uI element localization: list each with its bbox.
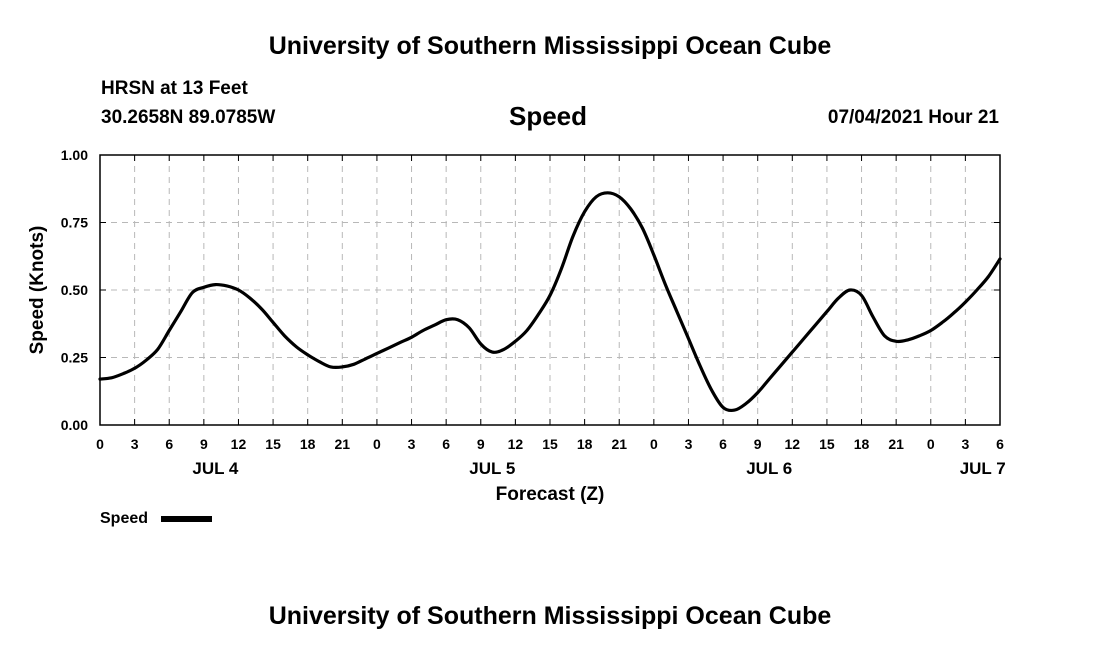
x-tick-label: 15 bbox=[819, 436, 835, 452]
x-tick-label: 0 bbox=[927, 436, 935, 452]
timestamp-label: 07/04/2021 Hour 21 bbox=[827, 107, 999, 128]
station-label: HRSN at 13 Feet bbox=[101, 78, 248, 99]
x-tick-label: 18 bbox=[300, 436, 316, 452]
y-tick-label: 0.25 bbox=[61, 350, 88, 366]
x-tick-label: 18 bbox=[577, 436, 593, 452]
y-tick-label: 0.50 bbox=[61, 282, 88, 298]
plot-frame bbox=[99, 154, 1001, 426]
x-tick-label: 6 bbox=[442, 436, 450, 452]
day-label: JUL 5 bbox=[469, 459, 515, 478]
x-tick-label: 6 bbox=[996, 436, 1004, 452]
x-tick-label: 12 bbox=[508, 436, 524, 452]
x-tick-label: 9 bbox=[200, 436, 208, 452]
x-tick-label: 3 bbox=[961, 436, 969, 452]
x-tick-label: 6 bbox=[719, 436, 727, 452]
x-tick-label: 21 bbox=[888, 436, 904, 452]
page-title: University of Southern Mississippi Ocean… bbox=[268, 32, 832, 60]
y-tick-label: 0.75 bbox=[61, 215, 88, 231]
day-label: JUL 7 bbox=[960, 459, 1006, 478]
x-tick-label: 21 bbox=[611, 436, 627, 452]
x-axis-label: Forecast (Z) bbox=[496, 484, 605, 505]
x-tick-label: 3 bbox=[685, 436, 693, 452]
y-tick-label: 1.00 bbox=[61, 147, 88, 163]
y-tick-label: 0.00 bbox=[61, 417, 88, 433]
x-tick-label: 0 bbox=[650, 436, 658, 452]
x-tick-label: 6 bbox=[165, 436, 173, 452]
y-axis-label: Speed (Knots) bbox=[27, 226, 48, 355]
x-tick-label: 21 bbox=[335, 436, 351, 452]
day-label: JUL 4 bbox=[192, 459, 239, 478]
x-tick-label: 18 bbox=[854, 436, 870, 452]
day-label: JUL 6 bbox=[746, 459, 792, 478]
plot-title: Speed bbox=[509, 101, 588, 131]
legend-swatch bbox=[161, 516, 212, 522]
legend-label: Speed bbox=[100, 510, 149, 527]
x-tick-label: 15 bbox=[542, 436, 558, 452]
x-tick-label: 15 bbox=[265, 436, 281, 452]
coordinates-label: 30.2658N 89.0785W bbox=[101, 107, 276, 128]
x-tick-label: 12 bbox=[785, 436, 801, 452]
speed-series-line bbox=[98, 191, 1002, 413]
x-tick-label: 0 bbox=[373, 436, 381, 452]
x-tick-label: 3 bbox=[131, 436, 139, 452]
x-tick-label: 12 bbox=[231, 436, 247, 452]
x-tick-label: 9 bbox=[477, 436, 485, 452]
x-tick-label: 3 bbox=[408, 436, 416, 452]
x-tick-label: 0 bbox=[96, 436, 104, 452]
axis-labels: 0 3 6 9 12 15 18 21 0 3 6 9 12 15 18 21 0 3 6 9 12 15 18 21 0 3 6 0… bbox=[61, 147, 1006, 478]
x-tick-label: 9 bbox=[754, 436, 762, 452]
footer-title: University of Southern Mississippi Ocean… bbox=[268, 602, 832, 630]
